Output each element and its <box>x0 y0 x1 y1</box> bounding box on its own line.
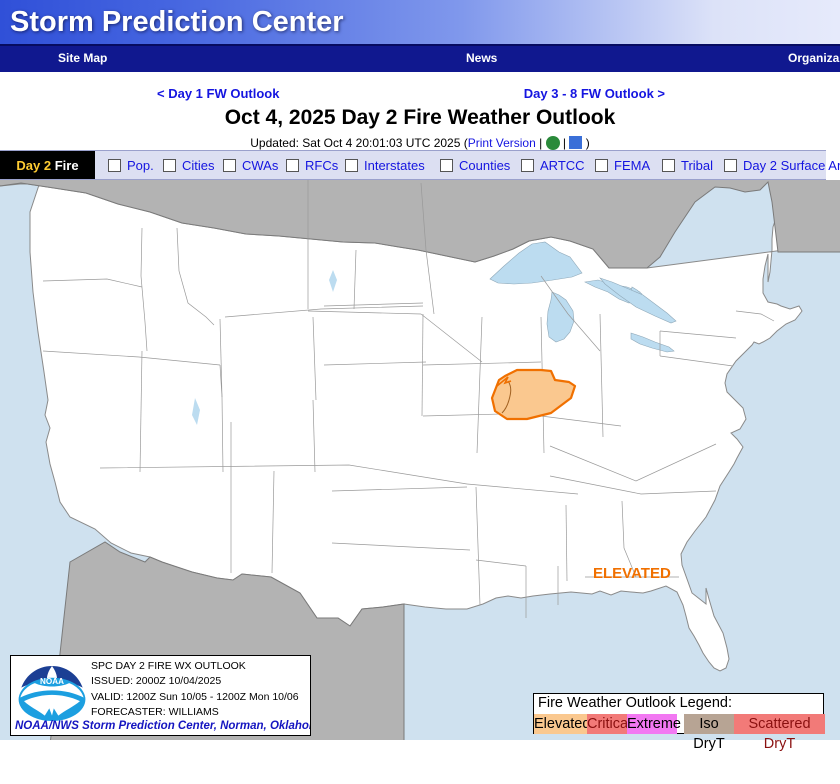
svg-text:NOAA: NOAA <box>40 677 64 686</box>
svg-text:ELEVATED: ELEVATED <box>593 565 671 582</box>
